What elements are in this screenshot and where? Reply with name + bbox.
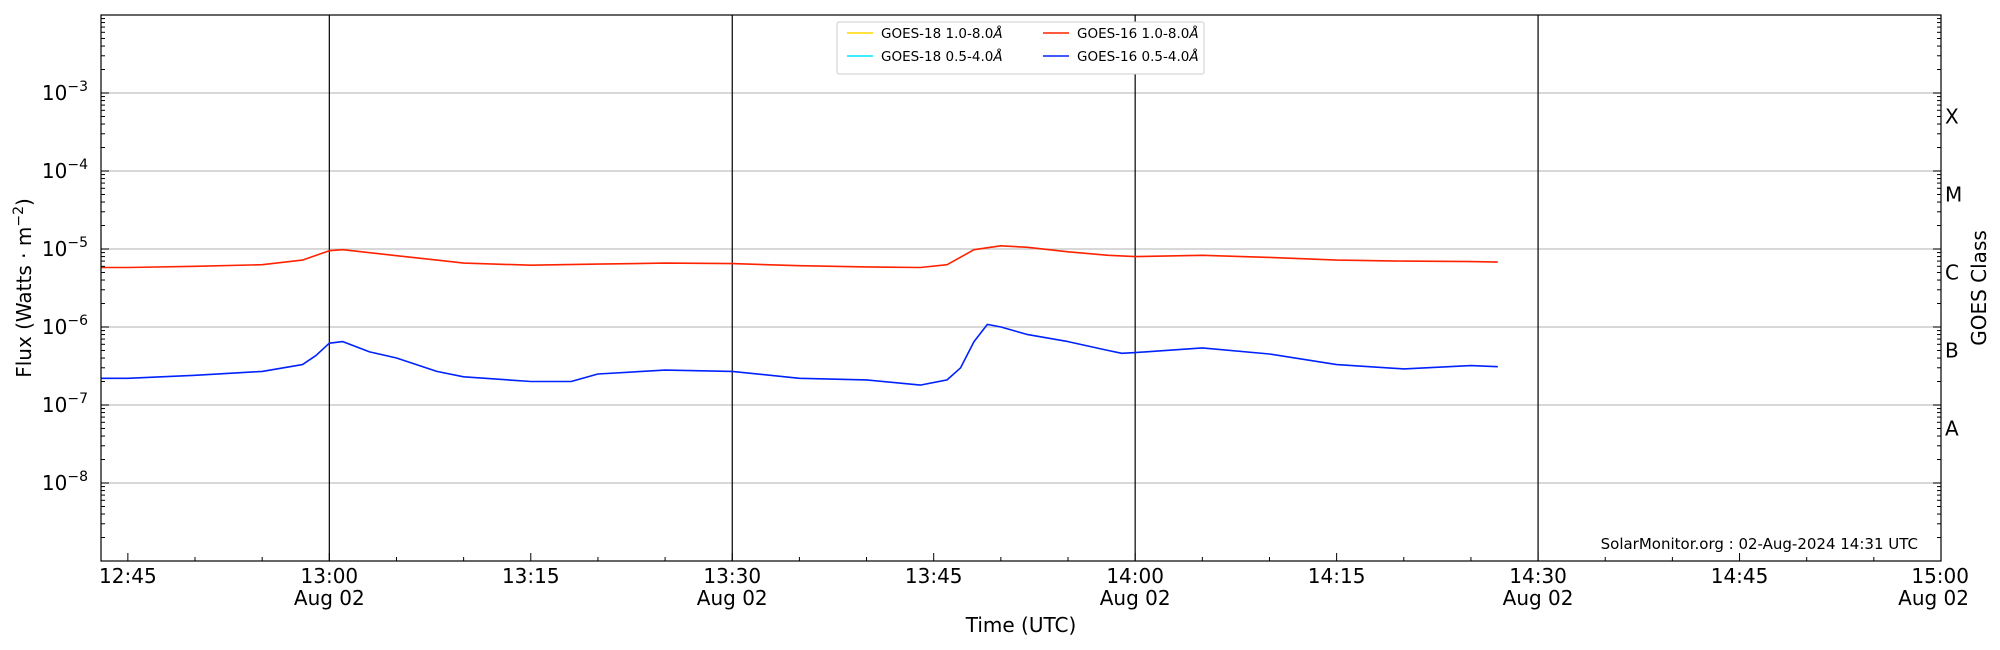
x-tick-date: Aug 02 <box>1503 586 1574 610</box>
legend-entry-label: GOES-18 0.5-4.0Å <box>881 48 1003 65</box>
y-tick-label: 10−4 <box>42 157 88 183</box>
goes-class-label: B <box>1945 338 1959 362</box>
series-line-goes-16-1-0-8-0 <box>101 245 1498 269</box>
x-tick-label: 13:30 <box>703 564 761 588</box>
credit-text: SolarMonitor.org : 02-Aug-2024 14:31 UTC <box>1601 535 1918 553</box>
legend-box <box>836 21 1205 75</box>
y-tick-exponent: −6 <box>67 313 88 329</box>
tick-layer <box>101 18 1942 562</box>
x-tick-label: 14:00 <box>1106 564 1164 588</box>
x-tick-date: Aug 02 <box>1100 586 1171 610</box>
y-axis-label: Flux (Watts · m−2) <box>11 198 36 378</box>
legend-entry-label: GOES-18 1.0-8.0Å <box>881 25 1003 42</box>
goes-class-labels: X M C B A <box>1945 104 1962 440</box>
series-line-goes-16-0-5-4-0 <box>101 323 1498 386</box>
x-tick-label: 15:00 <box>1911 564 1969 588</box>
series-layer <box>101 245 1498 386</box>
y-tick-base: 10 <box>42 237 67 261</box>
x-tick-label: 13:00 <box>301 564 359 588</box>
grid-layer <box>101 92 1941 484</box>
y-tick-labels: 10−310−410−510−610−710−8 <box>42 79 88 495</box>
y-tick-exponent: −3 <box>67 79 88 95</box>
y-tick-exponent: −5 <box>67 235 88 251</box>
y-axis-label-close: ) <box>12 198 36 206</box>
y-tick-base: 10 <box>42 315 67 339</box>
x-tick-label: 13:15 <box>502 564 560 588</box>
x-tick-label: 14:15 <box>1308 564 1366 588</box>
legend-entry-name: GOES-16 1.0-8.0 <box>1077 26 1189 42</box>
goes-class-label: A <box>1945 416 1959 440</box>
y-tick-label: 10−5 <box>42 235 88 261</box>
y-tick-exponent: −8 <box>67 469 88 485</box>
goes-class-label: M <box>1945 182 1962 206</box>
legend-angstrom-unit: Å <box>992 48 1002 65</box>
y-tick-exponent: −4 <box>67 157 88 173</box>
y-tick-base: 10 <box>42 393 67 417</box>
x-tick-date: Aug 02 <box>697 586 768 610</box>
legend-entry-name: GOES-16 0.5-4.0 <box>1077 49 1189 65</box>
y-tick-base: 10 <box>42 471 67 495</box>
legend-angstrom-unit: Å <box>1188 25 1198 42</box>
y-tick-label: 10−3 <box>42 79 88 105</box>
legend-entry-name: GOES-18 1.0-8.0 <box>881 26 993 42</box>
x-tick-label: 14:30 <box>1509 564 1567 588</box>
y-tick-base: 10 <box>42 159 67 183</box>
goes-class-axis-label: GOES Class <box>1967 230 1991 346</box>
legend-angstrom-unit: Å <box>1188 48 1198 65</box>
y-tick-exponent: −7 <box>67 391 88 407</box>
plot-frame <box>100 14 1942 562</box>
y-tick-base: 10 <box>42 81 67 105</box>
legend-entry-name: GOES-18 0.5-4.0 <box>881 49 993 65</box>
x-tick-label: 14:45 <box>1711 564 1769 588</box>
y-axis-label-main: Flux (Watts · m <box>12 227 36 378</box>
legend-entry-label: GOES-16 0.5-4.0Å <box>1077 48 1199 65</box>
goes-class-label: X <box>1945 104 1959 128</box>
y-axis-label-sup: −2 <box>11 206 27 227</box>
x-tick-date: Aug 02 <box>1898 586 1969 610</box>
x-axis-label: Time (UTC) <box>965 613 1077 637</box>
legend-entry-label: GOES-16 1.0-8.0Å <box>1077 25 1199 42</box>
goes-class-label: C <box>1945 260 1959 284</box>
legend-angstrom-unit: Å <box>992 25 1002 42</box>
x-tick-label: 13:45 <box>905 564 963 588</box>
vertical-lines-layer <box>328 15 1539 561</box>
y-tick-label: 10−6 <box>42 313 88 339</box>
y-tick-label: 10−8 <box>42 469 88 495</box>
y-tick-label: 10−7 <box>42 391 88 417</box>
x-tick-label: 12:45 <box>99 564 157 588</box>
x-tick-date: Aug 02 <box>294 586 365 610</box>
